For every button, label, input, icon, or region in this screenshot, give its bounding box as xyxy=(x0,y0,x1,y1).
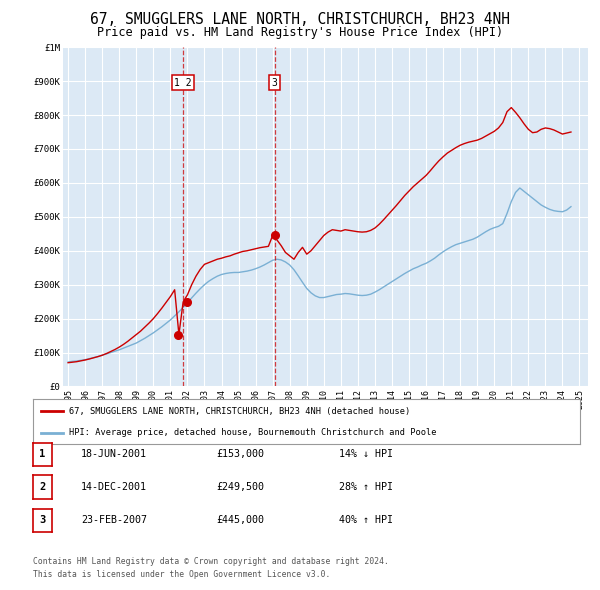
Text: £445,000: £445,000 xyxy=(216,516,264,525)
Text: This data is licensed under the Open Government Licence v3.0.: This data is licensed under the Open Gov… xyxy=(33,571,331,579)
Text: 18-JUN-2001: 18-JUN-2001 xyxy=(81,450,147,459)
Text: 67, SMUGGLERS LANE NORTH, CHRISTCHURCH, BH23 4NH: 67, SMUGGLERS LANE NORTH, CHRISTCHURCH, … xyxy=(90,12,510,27)
Text: Price paid vs. HM Land Registry's House Price Index (HPI): Price paid vs. HM Land Registry's House … xyxy=(97,26,503,39)
Text: 2: 2 xyxy=(40,482,46,491)
Text: £249,500: £249,500 xyxy=(216,482,264,491)
Text: 28% ↑ HPI: 28% ↑ HPI xyxy=(339,482,393,491)
Text: £153,000: £153,000 xyxy=(216,450,264,459)
Text: 1: 1 xyxy=(40,450,46,459)
Text: HPI: Average price, detached house, Bournemouth Christchurch and Poole: HPI: Average price, detached house, Bour… xyxy=(68,428,436,437)
Text: 14% ↓ HPI: 14% ↓ HPI xyxy=(339,450,393,459)
Text: 3: 3 xyxy=(40,516,46,525)
Text: 3: 3 xyxy=(272,78,278,88)
Text: 67, SMUGGLERS LANE NORTH, CHRISTCHURCH, BH23 4NH (detached house): 67, SMUGGLERS LANE NORTH, CHRISTCHURCH, … xyxy=(68,407,410,416)
Text: 1 2: 1 2 xyxy=(175,78,192,88)
Text: 40% ↑ HPI: 40% ↑ HPI xyxy=(339,516,393,525)
Text: Contains HM Land Registry data © Crown copyright and database right 2024.: Contains HM Land Registry data © Crown c… xyxy=(33,558,389,566)
Text: 23-FEB-2007: 23-FEB-2007 xyxy=(81,516,147,525)
Text: 14-DEC-2001: 14-DEC-2001 xyxy=(81,482,147,491)
